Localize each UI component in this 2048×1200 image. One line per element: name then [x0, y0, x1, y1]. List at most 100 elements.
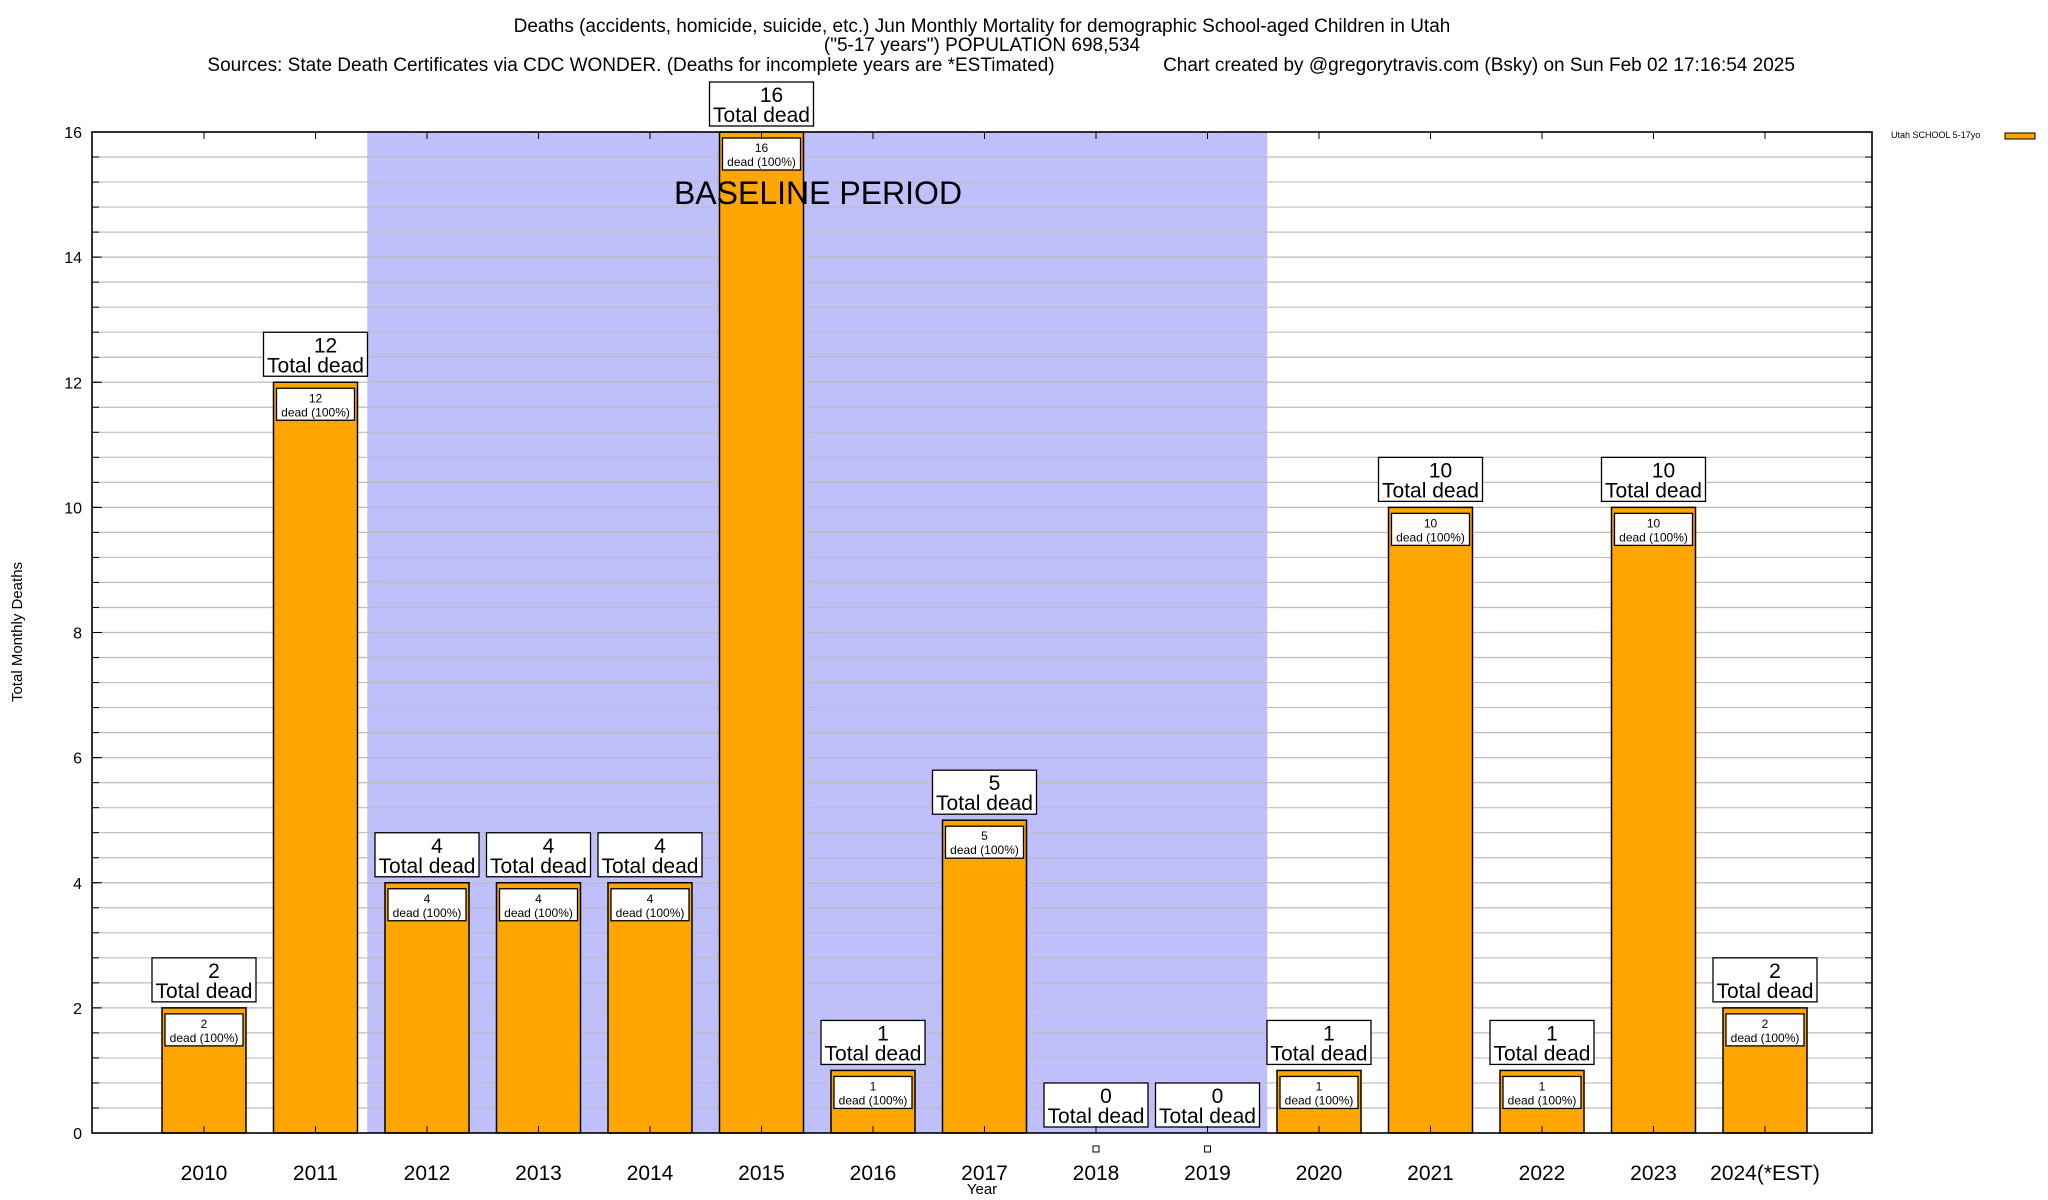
- inner-label-text: dead (100%): [170, 1031, 239, 1045]
- total-label-box: [597, 832, 703, 878]
- plot-frame: [91, 131, 1873, 1134]
- inner-label-value: 1: [1316, 1079, 1323, 1093]
- inner-label-box: [1390, 512, 1471, 547]
- total-label-box: [262, 331, 369, 377]
- total-label-text: Total dead: [936, 792, 1033, 815]
- total-label-text: Total dead: [602, 855, 699, 878]
- chart-sources: Sources: State Death Certificates via CD…: [207, 55, 1054, 76]
- total-label-text: Total dead: [490, 855, 587, 878]
- chart-credit: Chart created by @gregorytravis.com (Bsk…: [1163, 55, 1795, 76]
- total-label-box: [1600, 456, 1707, 503]
- total-label-box: [1266, 1019, 1372, 1066]
- inner-label-text: dead (100%): [839, 1093, 908, 1107]
- x-tick-label: 2016: [850, 1162, 897, 1185]
- inner-label-box: [833, 1075, 913, 1110]
- inner-label-box: [944, 825, 1025, 859]
- baseline-period-annotation: BASELINE PERIOD: [674, 175, 962, 211]
- inner-label-box: [1725, 1013, 1805, 1047]
- total-label-text: Total dead: [1382, 479, 1479, 502]
- total-label-value: 0: [1100, 1085, 1112, 1108]
- total-label-value: 4: [543, 835, 555, 858]
- inner-label-value: 4: [647, 892, 654, 906]
- inner-label-value: 12: [309, 391, 323, 405]
- total-label-value: 2: [208, 960, 220, 983]
- total-label-box: [820, 1019, 926, 1066]
- inner-label-value: 4: [535, 892, 542, 906]
- inner-label-text: dead (100%): [1285, 1093, 1354, 1107]
- total-label-text: Total dead: [1159, 1105, 1256, 1128]
- total-label-text: Total dead: [713, 104, 810, 127]
- bar: [607, 882, 693, 1134]
- y-tick-label: 12: [64, 375, 82, 392]
- y-tick-label: 8: [73, 626, 82, 643]
- inner-label-box: [387, 888, 467, 922]
- y-tick-label: 0: [73, 1126, 82, 1143]
- total-label-value: 10: [1429, 459, 1452, 482]
- total-label-box: [485, 832, 592, 878]
- total-label-box: [931, 769, 1038, 815]
- total-label-text: Total dead: [1271, 1042, 1368, 1065]
- inner-label-text: dead (100%): [1619, 530, 1688, 544]
- inner-label-value: 10: [1424, 516, 1438, 530]
- chart-title-line-2: ("5-17 years") POPULATION 698,534: [824, 35, 1141, 56]
- inner-label-text: dead (100%): [393, 906, 462, 920]
- inner-label-value: 1: [1539, 1079, 1546, 1093]
- total-label-value: 12: [314, 334, 337, 357]
- x-axis-label: Year: [967, 1181, 997, 1198]
- total-label-text: Total dead: [825, 1042, 922, 1065]
- total-label-box: [708, 81, 815, 127]
- inner-label-value: 10: [1647, 516, 1661, 530]
- y-tick-label: 10: [64, 500, 82, 517]
- x-tick-label: 2021: [1407, 1162, 1454, 1185]
- total-label-box: [1712, 957, 1818, 1003]
- total-label-text: Total dead: [1494, 1042, 1591, 1065]
- total-label-value: 1: [1323, 1022, 1335, 1045]
- total-label-text: Total dead: [1048, 1105, 1145, 1128]
- x-tick-label: 2010: [181, 1162, 228, 1185]
- inner-label-box: [1613, 512, 1694, 547]
- total-label-box: [374, 832, 480, 878]
- x-tick-label: 2017: [961, 1162, 1008, 1185]
- inner-label-text: dead (100%): [727, 155, 796, 169]
- y-tick-label: 6: [73, 751, 82, 768]
- x-tick-label: 2023: [1630, 1162, 1677, 1185]
- inner-label-box: [498, 888, 579, 922]
- total-label-box: [1377, 456, 1484, 503]
- bar: [1387, 506, 1474, 1134]
- total-label-value: 1: [1546, 1022, 1558, 1045]
- x-tick-label: 2022: [1519, 1162, 1566, 1185]
- x-tick-label: 2012: [404, 1162, 451, 1185]
- inner-label-box: [1502, 1075, 1582, 1110]
- inner-label-text: dead (100%): [504, 906, 573, 920]
- total-label-value: 5: [989, 772, 1001, 795]
- total-label-value: 1: [877, 1022, 889, 1045]
- y-tick-label: 16: [64, 125, 82, 142]
- x-tick-label: 2024(*EST): [1710, 1162, 1820, 1185]
- inner-label-box: [275, 387, 356, 421]
- legend-swatch: [2004, 132, 2036, 140]
- inner-label-value: 5: [981, 829, 988, 843]
- x-tick-label: 2014: [627, 1162, 674, 1185]
- inner-label-text: dead (100%): [1508, 1093, 1577, 1107]
- inner-label-text: dead (100%): [1731, 1031, 1800, 1045]
- x-tick-label: 2018: [1073, 1162, 1120, 1185]
- bar: [1610, 506, 1697, 1134]
- total-label-value: 0: [1212, 1085, 1224, 1108]
- inner-label-text: dead (100%): [616, 906, 685, 920]
- total-label-box: [151, 957, 257, 1003]
- x-tick-label: 2013: [515, 1162, 562, 1185]
- x-tick-label: 2020: [1296, 1162, 1343, 1185]
- inner-label-box: [1279, 1075, 1359, 1110]
- y-tick-label: 2: [73, 1001, 82, 1018]
- inner-label-box: [610, 888, 690, 922]
- total-label-value: 2: [1769, 960, 1781, 983]
- x-tick-label: 2019: [1184, 1162, 1231, 1185]
- bar: [718, 131, 805, 1134]
- total-label-box: [1043, 1082, 1149, 1128]
- inner-label-value: 16: [755, 141, 769, 155]
- inner-label-text: dead (100%): [1396, 530, 1465, 544]
- bar: [384, 882, 470, 1134]
- inner-label-text: dead (100%): [281, 405, 350, 419]
- total-label-text: Total dead: [267, 354, 364, 377]
- total-label-text: Total dead: [379, 855, 476, 878]
